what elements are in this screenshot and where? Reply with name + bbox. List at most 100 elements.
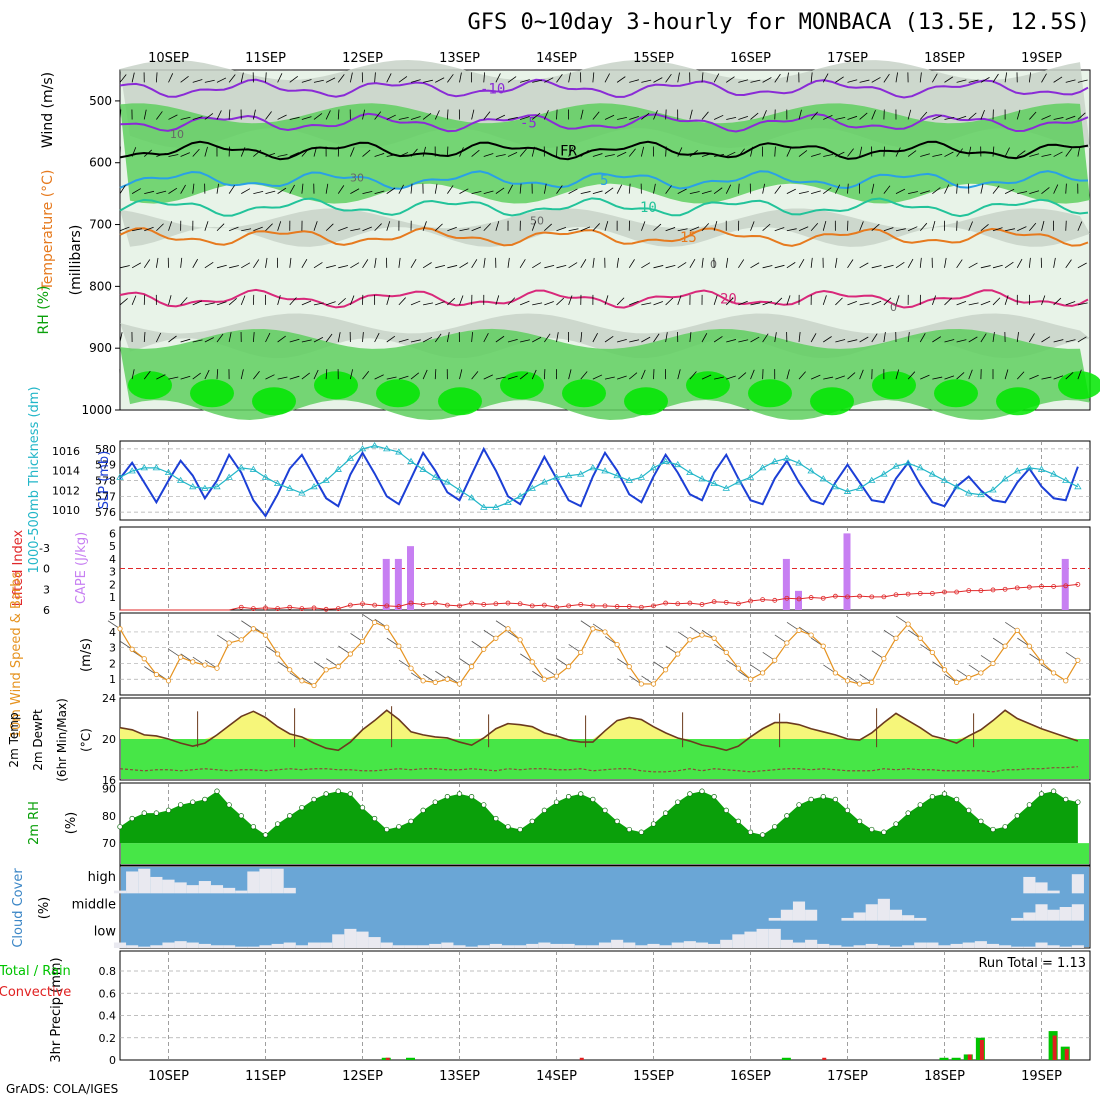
wind-barb xyxy=(641,79,652,83)
thickness-point xyxy=(577,470,585,477)
wind-barb xyxy=(1053,184,1059,194)
wind-barb xyxy=(628,259,635,269)
wind-barb xyxy=(774,185,782,194)
wind-barb xyxy=(240,369,244,380)
thickness-point xyxy=(455,486,464,493)
rh-contour-label: 50 xyxy=(530,215,544,228)
wind-barb xyxy=(119,265,130,269)
wind-barb xyxy=(398,152,409,157)
rh-max-spot xyxy=(934,379,978,408)
wind-speed-point xyxy=(723,649,729,656)
wind-barb xyxy=(1029,333,1035,343)
wind-barb xyxy=(423,79,433,83)
lifted-index-point xyxy=(699,602,705,607)
wind-barb xyxy=(544,333,551,343)
wind-barb xyxy=(992,185,1000,194)
wind-barb xyxy=(968,262,978,269)
rh-point xyxy=(711,794,717,800)
wind-barb xyxy=(1077,369,1082,380)
lifted-index-point xyxy=(929,591,935,596)
wind-speed-point xyxy=(663,667,669,673)
thickness-point xyxy=(176,476,185,483)
lifted-index-point xyxy=(287,604,293,610)
y-tick-label: 1014 xyxy=(52,465,80,478)
wind-barb xyxy=(556,297,565,306)
wind-speed-point xyxy=(929,649,935,656)
wind-barb xyxy=(762,183,766,194)
cloud-bar-middle xyxy=(780,909,793,921)
lifted-index-point xyxy=(723,599,729,605)
wind-barb xyxy=(750,221,755,231)
wind-barb xyxy=(956,301,967,306)
wind-barb xyxy=(532,336,542,343)
thickness-point xyxy=(249,465,258,472)
wind-barb xyxy=(252,332,255,343)
wind-barb xyxy=(277,376,288,380)
precip-conv-bar xyxy=(1052,1035,1057,1060)
wind-barb xyxy=(435,301,445,306)
wind-barb xyxy=(641,369,646,380)
wind-barb xyxy=(883,332,886,343)
rh-point xyxy=(578,791,584,797)
wind-barb xyxy=(750,79,761,83)
rh-point xyxy=(856,818,863,824)
wind-barb xyxy=(640,146,645,157)
wind-barb xyxy=(774,332,777,343)
cape-bar xyxy=(795,590,802,610)
thickness-point xyxy=(1049,470,1058,477)
wind-barb xyxy=(580,332,583,343)
rh-point xyxy=(481,802,487,808)
wind-speed-point xyxy=(529,659,535,665)
wind-barb xyxy=(156,152,166,157)
wind-barb xyxy=(277,335,286,343)
rh-point xyxy=(1026,802,1033,808)
thickness-point xyxy=(201,484,209,491)
wind-barb xyxy=(544,301,554,306)
wind-barb xyxy=(847,148,854,157)
y-axis-label: 10m Wind Speed & Barbs xyxy=(9,572,24,739)
wind-barb xyxy=(422,336,433,343)
wind-barb xyxy=(774,297,783,306)
wind-barb xyxy=(932,154,943,157)
wind-barb xyxy=(810,257,813,268)
wind-barb xyxy=(738,79,749,83)
thickness-point xyxy=(1025,464,1034,471)
rh-max-spot xyxy=(190,379,234,408)
cloud-bar-low xyxy=(550,943,563,948)
lifted-index-point xyxy=(299,606,305,612)
wind-barb xyxy=(1065,339,1076,343)
wind-speed-point xyxy=(747,676,754,682)
cloud-bar-low xyxy=(344,928,357,948)
wind-barb xyxy=(350,147,355,157)
wind-speed-point xyxy=(881,656,887,662)
lifted-index-point xyxy=(238,604,244,610)
lifted-index-point xyxy=(832,593,838,599)
cloud-bar-high xyxy=(283,887,296,894)
wind-speed-point xyxy=(517,637,523,643)
wind-barb xyxy=(228,109,231,120)
wind-barb xyxy=(944,184,950,194)
wind-barb xyxy=(253,149,262,157)
wind-barb xyxy=(568,295,573,306)
wind-barb xyxy=(459,72,462,83)
wind-barb xyxy=(689,226,700,232)
wind-barb xyxy=(968,302,979,306)
wind-barb xyxy=(374,111,382,120)
wind-barb xyxy=(1004,72,1008,83)
wind-barb xyxy=(919,333,926,343)
wind-barb xyxy=(289,297,297,306)
thickness-point xyxy=(637,473,646,480)
cloud-bar-high xyxy=(126,871,139,894)
lifted-index-point xyxy=(748,598,753,604)
wind-speed-point xyxy=(238,637,244,643)
cloud-bar-low xyxy=(126,945,139,948)
cloud-bar-high xyxy=(1023,876,1036,894)
wind-barb xyxy=(350,228,361,232)
rh-max-spot xyxy=(500,371,544,400)
rh-point xyxy=(396,824,402,830)
cloud-bar-low xyxy=(708,943,721,948)
cloud-bar-low xyxy=(465,946,478,948)
cloud-bar-low xyxy=(283,942,296,948)
temp-line xyxy=(119,709,1079,752)
cloud-level-label: middle xyxy=(72,897,116,912)
